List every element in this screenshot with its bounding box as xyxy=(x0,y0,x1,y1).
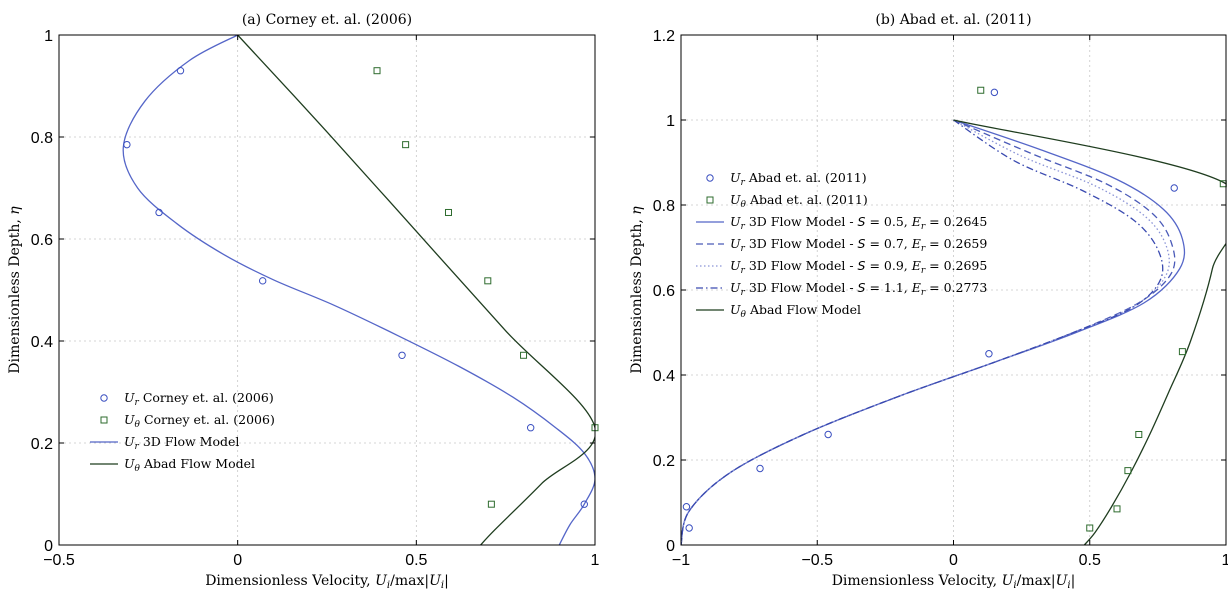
series-line-6 xyxy=(953,119,1226,545)
data-point-circle xyxy=(985,350,993,358)
y-tick-label: 0.4 xyxy=(653,368,675,385)
data-point-square xyxy=(402,141,410,149)
legend-entry: Ur Abad et. al. (2011) xyxy=(730,170,867,188)
data-point-circle xyxy=(258,277,267,285)
y-tick-label: 0.6 xyxy=(31,232,53,249)
y-tick-label: 0 xyxy=(44,538,53,555)
data-point-square xyxy=(444,208,452,216)
data-point-circle xyxy=(155,208,163,217)
data-point-square xyxy=(1086,524,1094,532)
data-point-square xyxy=(1113,505,1121,513)
x-axis-label: Dimensionless Velocity, Ui/max|Ui| xyxy=(832,573,1076,591)
data-point-circle xyxy=(756,464,764,473)
x-tick-label: −1 xyxy=(672,552,690,569)
series-line-3 xyxy=(237,35,595,545)
data-point-circle xyxy=(526,424,535,432)
legend-marker-square xyxy=(706,196,714,204)
y-tick-label: 0.8 xyxy=(653,198,675,215)
data-point-circle xyxy=(580,500,588,508)
data-point-circle xyxy=(398,351,406,359)
y-tick-label: 0.2 xyxy=(653,453,675,470)
plot-area xyxy=(681,119,1226,545)
legend: Ur Abad et. al. (2011) Uθ Abad et. al. (2… xyxy=(696,170,987,320)
x-tick-label: 1 xyxy=(591,552,600,569)
data-point-circle xyxy=(176,67,185,75)
data-point-square xyxy=(484,277,492,285)
y-axis-label: Dimensionless Depth, η xyxy=(7,206,23,374)
x-axis-label: Dimensionless Velocity, Ui/max|Ui| xyxy=(205,573,449,591)
data-point-square xyxy=(1124,467,1132,475)
y-tick-label: 0.4 xyxy=(31,334,53,351)
data-point-circle xyxy=(123,140,131,149)
x-tick-label: −0.5 xyxy=(801,552,833,569)
legend-entry: Ur 3D Flow Model - S = 1.1, Er = 0.2773 xyxy=(730,280,987,298)
y-tick-label: 0.2 xyxy=(31,436,53,453)
legend-marker-circle xyxy=(706,174,714,182)
y-tick-label: 0.8 xyxy=(31,130,53,147)
legend-entry: Ur 3D Flow Model - S = 0.5, Er = 0.2645 xyxy=(730,214,987,232)
y-tick-label: 1 xyxy=(44,28,53,45)
legend-entry: Uθ Abad Flow Model xyxy=(730,302,861,320)
data-point-square xyxy=(977,86,985,94)
x-tick-label: 0 xyxy=(949,552,958,569)
data-point-square xyxy=(1135,431,1143,438)
y-tick-label: 1.2 xyxy=(653,28,675,45)
data-point-square xyxy=(520,351,528,359)
x-tick-label: −0.5 xyxy=(43,552,75,569)
data-point-circle xyxy=(682,503,691,511)
legend-marker-circle xyxy=(100,394,108,402)
legend-entry: Ur Corney et. al. (2006) xyxy=(124,390,274,408)
data-point-circle xyxy=(685,524,693,532)
data-point-circle xyxy=(1170,184,1178,192)
y-tick-label: 0 xyxy=(666,538,675,555)
chart-panel-b: −1 −0.5 0 0.5 1 0 0.2 0.4 0.6 0.8 1 1.2 (b) Abad et.… xyxy=(629,12,1228,591)
legend-entry: Ur 3D Flow Model - S = 0.9, Er = 0.2695 xyxy=(730,258,987,276)
series-line-4 xyxy=(681,119,1170,545)
data-point-square xyxy=(373,67,381,75)
y-tick-label: 1 xyxy=(666,113,675,130)
series-line-5 xyxy=(681,119,1164,545)
legend-entry: Ur 3D Flow Model xyxy=(124,434,239,452)
x-tick-label: 0.5 xyxy=(1079,552,1101,569)
legend-entry: Uθ Abad Flow Model xyxy=(124,456,255,474)
data-point-circle xyxy=(824,430,832,439)
axes-frame xyxy=(58,34,596,546)
legend-marker-square xyxy=(100,416,108,424)
x-tick-label: 1 xyxy=(1222,552,1228,569)
x-tick-label: 0.5 xyxy=(405,552,427,569)
chart-title: (a) Corney et. al. (2006) xyxy=(242,12,412,28)
data-point-square xyxy=(487,500,495,508)
legend-entry: Ur 3D Flow Model - S = 0.7, Er = 0.2659 xyxy=(730,236,987,254)
data-point-square xyxy=(1178,348,1186,356)
x-tick-label: 0 xyxy=(233,552,242,569)
data-point-circle xyxy=(990,88,999,97)
legend-entry: Uθ Corney et. al. (2006) xyxy=(124,412,275,430)
y-tick-label: 0.6 xyxy=(653,283,675,300)
legend: Ur Corney et. al. (2006) Uθ Corney et. al… xyxy=(90,390,275,474)
chart-title: (b) Abad et. al. (2011) xyxy=(875,12,1031,28)
y-axis-label: Dimensionless Depth, η xyxy=(629,206,645,374)
legend-entry: Uθ Abad et. al. (2011) xyxy=(730,192,868,210)
chart-panel-a: −0.5 0 0.5 100.20.40.60.81(a) Corney et. al… xyxy=(7,12,600,591)
